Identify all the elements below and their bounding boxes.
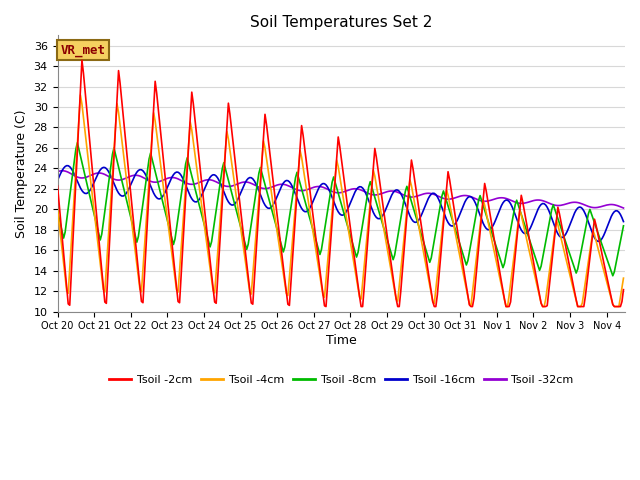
Line: Tsoil -4cm: Tsoil -4cm <box>58 95 623 307</box>
Tsoil -2cm <box>620 287 627 292</box>
Tsoil -4cm <box>620 275 627 281</box>
Tsoil -8cm <box>74 140 81 145</box>
Tsoil -4cm <box>54 206 61 212</box>
Tsoil -8cm <box>127 215 134 220</box>
Legend: Tsoil -2cm, Tsoil -4cm, Tsoil -8cm, Tsoil -16cm, Tsoil -32cm: Tsoil -2cm, Tsoil -4cm, Tsoil -8cm, Tsoi… <box>104 370 578 389</box>
X-axis label: Time: Time <box>326 334 356 347</box>
Line: Tsoil -16cm: Tsoil -16cm <box>58 166 623 241</box>
Tsoil -8cm <box>54 209 61 215</box>
Tsoil -32cm <box>470 195 478 201</box>
Tsoil -4cm <box>611 304 618 310</box>
Tsoil -32cm <box>148 179 156 185</box>
Tsoil -4cm <box>470 276 478 282</box>
Tsoil -16cm <box>620 219 627 225</box>
Tsoil -16cm <box>246 175 253 180</box>
Tsoil -16cm <box>54 178 61 183</box>
Tsoil -32cm <box>58 168 66 174</box>
Title: Soil Temperatures Set 2: Soil Temperatures Set 2 <box>250 15 433 30</box>
Tsoil -2cm <box>127 191 134 197</box>
Tsoil -16cm <box>344 207 351 213</box>
Tsoil -16cm <box>148 187 156 192</box>
Tsoil -8cm <box>246 231 253 237</box>
Tsoil -2cm <box>611 304 618 310</box>
Tsoil -8cm <box>609 273 616 279</box>
Text: VR_met: VR_met <box>60 44 106 57</box>
Tsoil -2cm <box>78 57 86 63</box>
Tsoil -2cm <box>54 183 61 189</box>
Tsoil -2cm <box>345 214 353 220</box>
Line: Tsoil -32cm: Tsoil -32cm <box>58 171 623 208</box>
Tsoil -32cm <box>609 202 616 207</box>
Tsoil -4cm <box>148 132 156 138</box>
Tsoil -8cm <box>611 269 618 275</box>
Tsoil -4cm <box>344 221 351 227</box>
Tsoil -2cm <box>148 133 156 139</box>
Tsoil -4cm <box>246 289 253 295</box>
Tsoil -8cm <box>470 223 478 229</box>
Y-axis label: Soil Temperature (C): Soil Temperature (C) <box>15 109 28 238</box>
Tsoil -32cm <box>127 173 134 179</box>
Tsoil -4cm <box>502 304 510 310</box>
Line: Tsoil -2cm: Tsoil -2cm <box>58 60 623 307</box>
Line: Tsoil -8cm: Tsoil -8cm <box>58 143 623 276</box>
Tsoil -2cm <box>322 304 330 310</box>
Tsoil -2cm <box>472 279 479 285</box>
Tsoil -32cm <box>344 188 351 193</box>
Tsoil -4cm <box>77 92 84 98</box>
Tsoil -4cm <box>127 212 134 217</box>
Tsoil -16cm <box>611 209 618 215</box>
Tsoil -32cm <box>246 180 253 186</box>
Tsoil -16cm <box>470 197 478 203</box>
Tsoil -2cm <box>246 287 253 293</box>
Tsoil -16cm <box>595 239 603 244</box>
Tsoil -32cm <box>620 205 627 211</box>
Tsoil -8cm <box>344 222 351 228</box>
Tsoil -16cm <box>63 163 70 168</box>
Tsoil -32cm <box>54 169 61 175</box>
Tsoil -16cm <box>127 182 134 188</box>
Tsoil -8cm <box>148 156 156 162</box>
Tsoil -8cm <box>620 223 627 228</box>
